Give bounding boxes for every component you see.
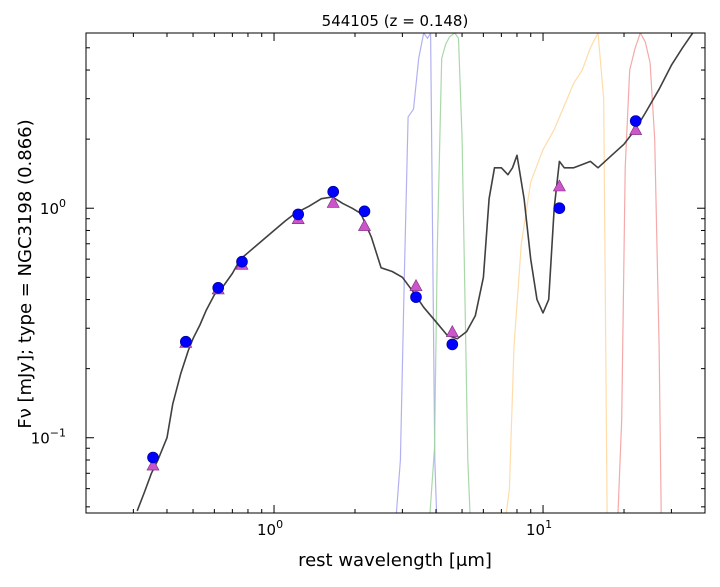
y-tick-label: 10−1	[31, 427, 66, 448]
observed-point	[212, 281, 224, 294]
observed-point	[629, 115, 642, 127]
x-axis-label: rest wavelength [μm]	[298, 550, 492, 571]
x-tick-label: 100	[257, 518, 283, 539]
filter-curve-w4	[617, 33, 662, 513]
observed-point	[553, 202, 566, 214]
observed-point	[292, 208, 305, 221]
observed-point	[327, 185, 340, 198]
model-point	[552, 179, 566, 192]
plot-inner	[136, 33, 694, 513]
y-tick-label: 100	[40, 197, 66, 218]
tick-group	[85, 33, 706, 513]
observed-point	[236, 255, 248, 268]
observed-point	[180, 335, 192, 348]
filter-curve-w1	[395, 33, 438, 513]
model-point	[629, 122, 643, 135]
model-point	[326, 195, 340, 208]
observed-point	[410, 291, 422, 303]
x-tick-label: 101	[526, 518, 552, 539]
model-point	[409, 278, 423, 291]
chart-title: 544105 (z = 0.148)	[322, 12, 469, 30]
template-spectrum-line	[136, 33, 694, 512]
observed-point	[446, 338, 459, 351]
plot-area: 100 101 10−1 100	[31, 32, 706, 539]
model-point	[445, 324, 459, 337]
model-point	[357, 218, 372, 231]
filter-curve-w2	[429, 33, 471, 513]
model-point	[146, 458, 160, 471]
observed-point	[358, 205, 371, 218]
observed-point	[147, 451, 159, 464]
plot-frame	[85, 32, 706, 514]
y-axis-label: Fν [mJy]; type = NGC3198 (0.866)	[15, 119, 36, 428]
filter-curve-w3	[505, 33, 608, 513]
